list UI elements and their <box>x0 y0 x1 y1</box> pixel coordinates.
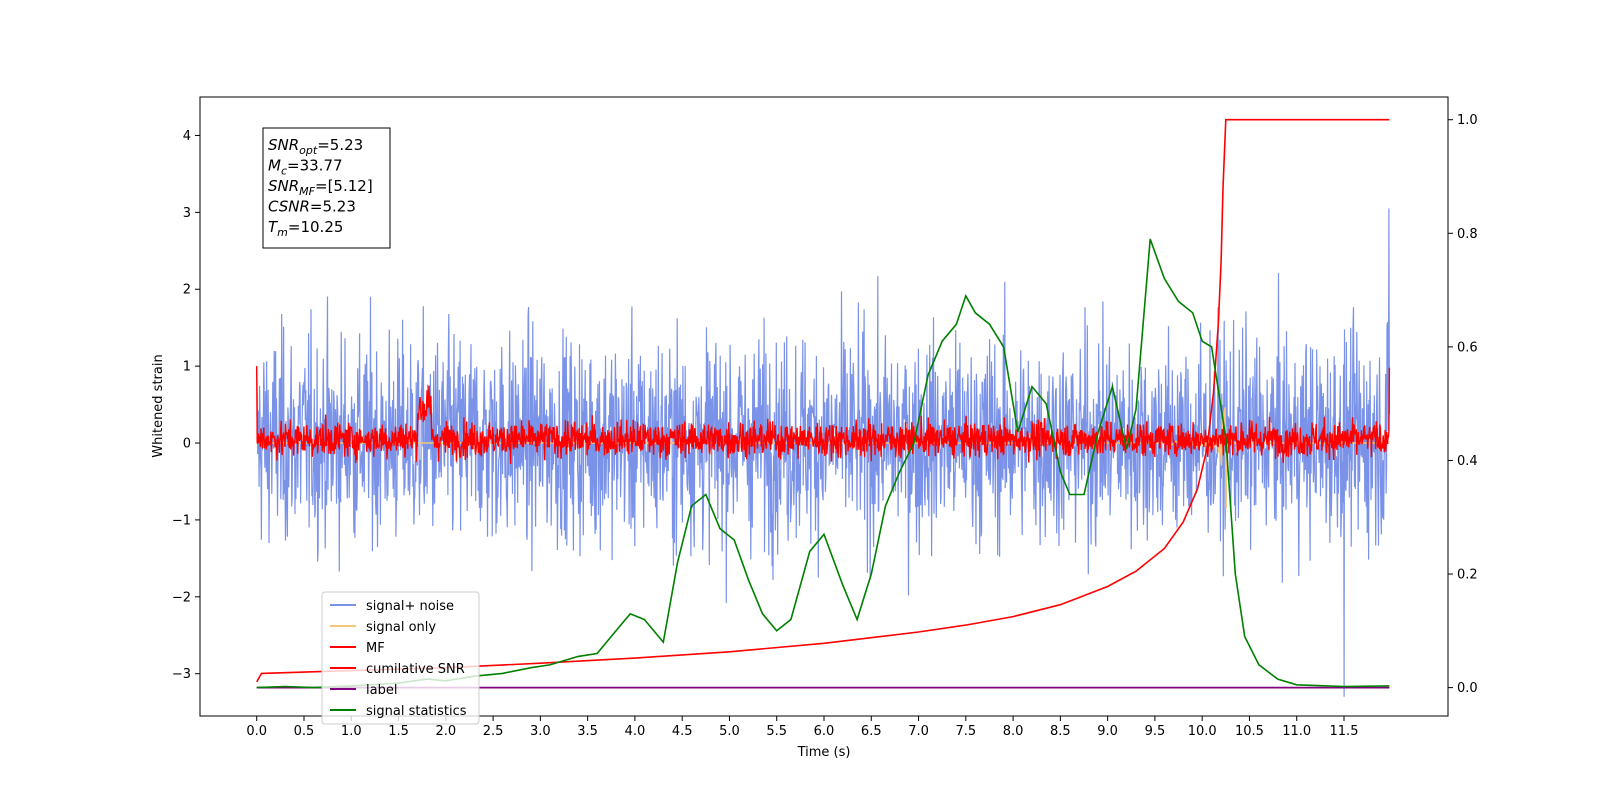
legend-label: signal+ noise <box>366 599 454 614</box>
x-tick-label: 5.0 <box>719 724 740 739</box>
y-tick-label: 4 <box>183 129 191 144</box>
x-tick-label: 10.5 <box>1235 724 1264 739</box>
x-tick-label: 9.5 <box>1145 724 1166 739</box>
x-tick-label: 0.0 <box>246 724 267 739</box>
x-tick-label: 6.0 <box>814 724 835 739</box>
x-tick-label: 7.0 <box>908 724 929 739</box>
series-line-cumulative-snr <box>256 118 1390 683</box>
legend: signal+ noise signal only MF cumilative SNR… <box>321 591 480 725</box>
series-line-mf <box>256 366 1391 464</box>
y2-tick-label: 0.0 <box>1457 681 1478 696</box>
x-tick-label: 11.5 <box>1330 724 1359 739</box>
x-tick-label: 11.0 <box>1282 724 1311 739</box>
axes: 0.0 0.5 1.0 1.5 2.0 2.5 3.0 3.5 4.0 4.5 5.0 5.5 6.0 6… <box>172 113 1478 739</box>
x-tick-label: 1.0 <box>341 724 362 739</box>
y2-tick-label: 0.6 <box>1457 340 1478 355</box>
y-tick-label: 3 <box>183 206 191 221</box>
stats-annotation-line: SNRopt=5.23 <box>268 136 363 157</box>
y-tick-label: 2 <box>183 283 191 298</box>
stats-annotation-line: Tm=10.25 <box>268 218 343 239</box>
series-line-signal-noise <box>256 208 1390 697</box>
legend-label: MF <box>366 641 385 656</box>
x-tick-label: 2.0 <box>435 724 456 739</box>
y2-tick-label: 1.0 <box>1457 113 1478 128</box>
x-tick-label: 4.5 <box>672 724 693 739</box>
x-tick-label: 9.0 <box>1097 724 1118 739</box>
stats-annotation-frame <box>262 127 391 249</box>
x-tick-label: 8.5 <box>1050 724 1071 739</box>
x-tick-label: 1.5 <box>388 724 409 739</box>
stats-annotation-line: Mc=33.77 <box>268 157 343 178</box>
x-tick-label: 0.5 <box>294 724 315 739</box>
x-tick-label: 4.0 <box>625 724 646 739</box>
x-tick-label: 10.0 <box>1188 724 1217 739</box>
y2-tick-label: 0.2 <box>1457 568 1478 583</box>
y-tick-label: −1 <box>172 513 191 528</box>
x-axis-label: Time (s) <box>797 745 851 760</box>
y-tick-label: −2 <box>172 590 191 605</box>
legend-label: label <box>366 683 397 698</box>
x-tick-label: 5.5 <box>766 724 787 739</box>
x-tick-label: 7.5 <box>955 724 976 739</box>
x-tick-label: 3.5 <box>577 724 598 739</box>
y-tick-label: 1 <box>183 360 191 375</box>
y-axis-label: Whitened strain <box>151 354 166 457</box>
y-tick-label: −3 <box>172 667 191 682</box>
x-tick-label: 6.5 <box>861 724 882 739</box>
stats-annotation-box: SNRopt=5.23Mc=33.77SNRMF=[5.12]CSNR=5.23… <box>262 127 391 249</box>
series-line-signal-statistics <box>256 238 1390 689</box>
y2-tick-label: 0.4 <box>1457 454 1478 469</box>
legend-frame <box>321 591 480 725</box>
legend-label: cumilative SNR <box>366 662 465 677</box>
y-tick-label: 0 <box>183 437 191 452</box>
stats-annotation-line: SNRMF=[5.12] <box>268 177 373 198</box>
x-tick-label: 2.5 <box>483 724 504 739</box>
x-tick-label: 3.0 <box>530 724 551 739</box>
x-tick-label: 8.0 <box>1003 724 1024 739</box>
legend-label: signal only <box>366 620 436 635</box>
stats-annotation-line: CSNR=5.23 <box>268 198 356 216</box>
legend-label: signal statistics <box>366 704 467 719</box>
y2-tick-label: 0.8 <box>1457 227 1478 242</box>
